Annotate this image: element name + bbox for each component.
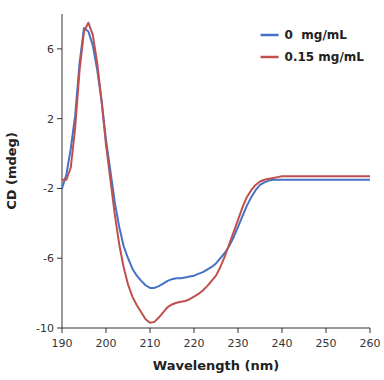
y-tick [57,328,62,329]
x-tick [326,328,327,333]
y-tick-label: -10 [36,322,54,335]
x-axis-line [62,328,370,329]
legend-label: 0 mg/mL [285,28,348,42]
legend-label: 0.15 mg/mL [285,50,365,64]
y-tick [57,188,62,189]
y-tick-label: -6 [43,252,54,265]
chart: 190 200 210 220 230 240 250 260 -10 -6 -2 2 6 Wavelen… [0,0,384,380]
x-tick [238,328,239,333]
legend-swatch [261,56,279,59]
x-tick-label: 220 [184,337,205,350]
x-tick-label: 240 [272,337,293,350]
legend-item: 0.15 mg/mL [261,50,365,64]
y-tick [57,118,62,119]
legend: 0 mg/mL 0.15 mg/mL [261,28,365,64]
x-tick-label: 210 [140,337,161,350]
x-axis-label: Wavelength (nm) [153,358,279,373]
y-tick-label: 2 [47,113,54,126]
x-tick-label: 230 [228,337,249,350]
x-tick [370,328,371,333]
y-tick [57,48,62,49]
x-tick [282,328,283,333]
x-tick-label: 200 [96,337,117,350]
y-tick-label: -2 [43,182,54,195]
x-tick-label: 250 [316,337,337,350]
x-tick [150,328,151,333]
x-tick [62,328,63,333]
plot-area [62,23,370,323]
x-tick [106,328,107,333]
x-tick [194,328,195,333]
x-tick-label: 190 [52,337,73,350]
x-tick-label: 260 [360,337,381,350]
y-axis-label: CD (mdeg) [4,132,19,210]
series-line [62,23,370,323]
legend-swatch [261,34,279,37]
y-axis-line [62,14,63,328]
y-tick-label: 6 [47,43,54,56]
legend-item: 0 mg/mL [261,28,348,42]
y-tick [57,258,62,259]
